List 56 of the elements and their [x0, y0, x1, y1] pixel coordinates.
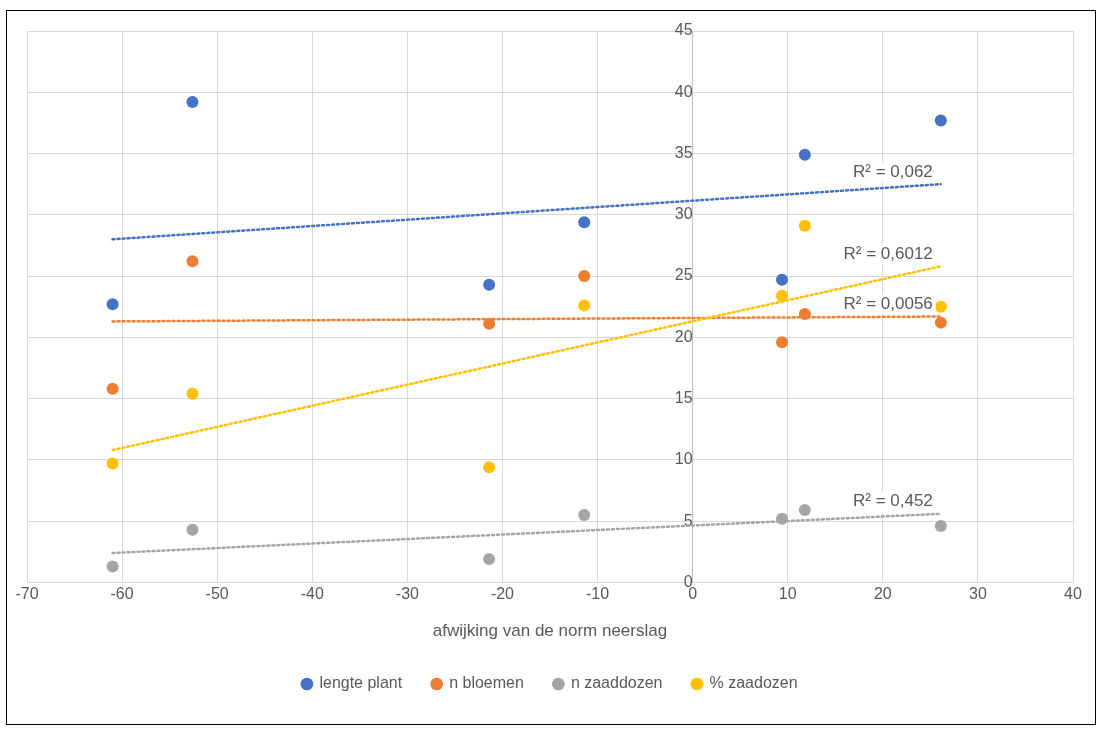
point: [798, 308, 811, 321]
point: [106, 298, 119, 311]
point: [798, 148, 811, 161]
legend-label: n zaaddozen: [570, 674, 663, 692]
point: [578, 509, 591, 522]
point: [483, 461, 496, 474]
point: [483, 553, 496, 566]
point: [106, 382, 119, 395]
annotation: R² = 0,0056: [843, 294, 933, 314]
point: [776, 289, 789, 302]
annotation: R² = 0,6012: [843, 243, 933, 263]
point: [776, 512, 789, 525]
point: [483, 317, 496, 330]
point: [776, 336, 789, 349]
point: [934, 300, 947, 313]
y-tick-label: 40: [674, 82, 693, 100]
legend-label: % zaadozen: [709, 674, 798, 692]
point: [483, 278, 496, 291]
y-tick-label: 10: [674, 450, 693, 468]
annotation: R² = 0,062: [852, 161, 933, 181]
x-tick-label: -50: [205, 585, 229, 603]
y-tick-label: 45: [674, 21, 693, 39]
y-tick-label: 30: [674, 205, 693, 223]
point: [578, 299, 591, 312]
y-tick-label: 35: [674, 143, 693, 161]
x-tick-label: -10: [585, 585, 610, 603]
x-tick-label: -40: [300, 585, 324, 603]
x-tick-label: 40: [1064, 585, 1082, 603]
point: [798, 219, 811, 232]
point: [186, 255, 199, 268]
point: [106, 457, 119, 470]
point: [798, 504, 811, 517]
x-tick-label: 10: [778, 585, 797, 603]
legend-label: n bloemen: [449, 674, 524, 692]
x-tick-label: -70: [15, 585, 39, 603]
point: [186, 523, 199, 536]
y-tick-label: 20: [674, 327, 693, 345]
point: [934, 114, 947, 127]
y-tick-label: 15: [674, 389, 693, 407]
point: [578, 216, 591, 229]
point: [776, 273, 789, 286]
legend-label: lengte plant: [319, 674, 403, 692]
x-tick-label: 20: [873, 585, 892, 603]
point: [934, 520, 947, 533]
point: [106, 560, 119, 573]
x-tick-label: 30: [969, 585, 987, 603]
point: [186, 387, 199, 400]
point: [934, 316, 947, 329]
x-tick-label: -20: [490, 585, 515, 603]
point: [578, 270, 591, 283]
x-tick-label: -60: [110, 585, 134, 603]
y-tick-label: 25: [674, 266, 693, 284]
x-axis-title: afwijking van de norm neerslag: [432, 621, 668, 641]
point: [186, 96, 199, 109]
x-tick-label: -30: [395, 585, 420, 603]
annotation: R² = 0,452: [852, 491, 933, 511]
